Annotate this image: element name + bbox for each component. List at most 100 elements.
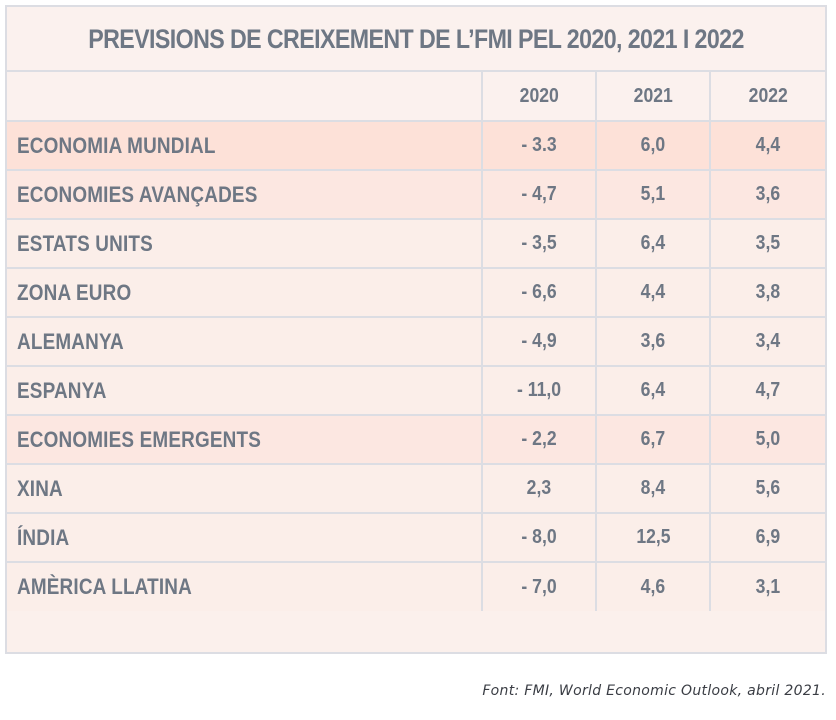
value-cell-2022: 4,4 bbox=[709, 120, 825, 171]
row-label-cell: ECONOMIA MUNDIAL bbox=[7, 120, 483, 171]
table-row: ZONA EURO - 6,6 4,4 3,8 bbox=[7, 267, 825, 318]
value-cell-2020: - 7,0 bbox=[481, 561, 597, 611]
value-cell-2022: 4,7 bbox=[709, 365, 825, 416]
value: 5,6 bbox=[755, 477, 781, 499]
forecast-table-panel: PREVISIONS DE CREIXEMENT DE L’FMI PEL 20… bbox=[5, 5, 827, 654]
value-cell-2021: 4,4 bbox=[595, 267, 711, 318]
table-row: ECONOMIA MUNDIAL - 3.3 6,0 4,4 bbox=[7, 120, 825, 171]
value-cell-2022: 5,0 bbox=[709, 414, 825, 465]
value: 2,3 bbox=[526, 477, 552, 499]
row-label-cell: ESTATS UNITS bbox=[7, 218, 483, 269]
value: 6,9 bbox=[755, 526, 781, 548]
table-row: AMÈRICA LLATINA - 7,0 4,6 3,1 bbox=[7, 561, 825, 611]
value-cell-2021: 6,7 bbox=[595, 414, 711, 465]
value: - 11,0 bbox=[516, 379, 562, 401]
value-cell-2021: 6,0 bbox=[595, 120, 711, 171]
row-label-cell: ALEMANYA bbox=[7, 316, 483, 367]
row-label: ESTATS UNITS bbox=[17, 230, 153, 256]
title-bar: PREVISIONS DE CREIXEMENT DE L’FMI PEL 20… bbox=[7, 7, 825, 72]
table-row: ÍNDIA - 8,0 12,5 6,9 bbox=[7, 512, 825, 563]
value-cell-2020: - 3.3 bbox=[481, 120, 597, 171]
value: 6,7 bbox=[640, 428, 666, 450]
table-row: ECONOMIES EMERGENTS - 2,2 6,7 5,0 bbox=[7, 414, 825, 465]
value: - 3.3 bbox=[521, 134, 557, 156]
value: 3,6 bbox=[640, 330, 666, 352]
row-label-cell: ECONOMIES AVANÇADES bbox=[7, 169, 483, 220]
forecast-table: 2020 2021 2022 ECONOMIA MUNDIAL - 3.3 6,0 4… bbox=[7, 72, 825, 611]
source-note: Font: FMI, World Economic Outlook, abril… bbox=[482, 683, 826, 699]
value: - 8,0 bbox=[521, 526, 557, 548]
value-cell-2021: 6,4 bbox=[595, 365, 711, 416]
value-cell-2020: - 4,9 bbox=[481, 316, 597, 367]
value: - 4,7 bbox=[521, 183, 557, 205]
header-label-cell bbox=[7, 72, 483, 122]
row-label: AMÈRICA LLATINA bbox=[17, 574, 192, 599]
value-cell-2021: 4,6 bbox=[595, 561, 711, 611]
row-label: ECONOMIES AVANÇADES bbox=[17, 181, 258, 207]
value-cell-2022: 3,6 bbox=[709, 169, 825, 220]
value-cell-2020: - 8,0 bbox=[481, 512, 597, 563]
value-cell-2022: 3,5 bbox=[709, 218, 825, 269]
value-cell-2022: 3,4 bbox=[709, 316, 825, 367]
value: 4,4 bbox=[755, 134, 781, 156]
row-label: ÍNDIA bbox=[17, 524, 70, 550]
value-cell-2020: - 2,2 bbox=[481, 414, 597, 465]
value: 6,4 bbox=[640, 379, 666, 401]
value: 3,1 bbox=[755, 575, 781, 598]
header-2020: 2020 bbox=[481, 72, 597, 122]
header-row: 2020 2021 2022 bbox=[7, 72, 825, 122]
value-cell-2020: - 4,7 bbox=[481, 169, 597, 220]
value: 3,4 bbox=[755, 330, 781, 352]
value: 4,6 bbox=[640, 575, 666, 598]
value: - 7,0 bbox=[521, 575, 557, 598]
value: 6,0 bbox=[640, 134, 666, 156]
value: - 4,9 bbox=[521, 330, 557, 352]
row-label-cell: ÍNDIA bbox=[7, 512, 483, 563]
row-label-cell: ESPANYA bbox=[7, 365, 483, 416]
row-label: ZONA EURO bbox=[17, 279, 132, 305]
value-cell-2022: 5,6 bbox=[709, 463, 825, 514]
value: 3,6 bbox=[755, 183, 781, 205]
row-label-cell: AMÈRICA LLATINA bbox=[7, 561, 483, 611]
value-cell-2021: 3,6 bbox=[595, 316, 711, 367]
row-label-cell: ZONA EURO bbox=[7, 267, 483, 318]
row-label-cell: XINA bbox=[7, 463, 483, 514]
value: 5,0 bbox=[755, 428, 781, 450]
value: 4,7 bbox=[755, 379, 781, 401]
header-2022-label: 2022 bbox=[748, 84, 788, 107]
header-2022: 2022 bbox=[709, 72, 825, 122]
row-label: ESPANYA bbox=[17, 377, 107, 403]
header-2021-label: 2021 bbox=[633, 84, 673, 107]
value-cell-2022: 3,1 bbox=[709, 561, 825, 611]
value: - 6,6 bbox=[521, 281, 557, 303]
row-label: ECONOMIES EMERGENTS bbox=[17, 426, 262, 452]
value-cell-2022: 6,9 bbox=[709, 512, 825, 563]
table-row: ECONOMIES AVANÇADES - 4,7 5,1 3,6 bbox=[7, 169, 825, 220]
value: 5,1 bbox=[640, 183, 666, 205]
header-2020-label: 2020 bbox=[519, 84, 559, 107]
row-label: ALEMANYA bbox=[17, 328, 124, 354]
value: 3,8 bbox=[755, 281, 781, 303]
value-cell-2021: 12,5 bbox=[595, 512, 711, 563]
table-row: ESPANYA - 11,0 6,4 4,7 bbox=[7, 365, 825, 416]
value-cell-2020: - 11,0 bbox=[481, 365, 597, 416]
value: 3,5 bbox=[755, 232, 781, 254]
value: 6,4 bbox=[640, 232, 666, 254]
value-cell-2021: 6,4 bbox=[595, 218, 711, 269]
table-row: ALEMANYA - 4,9 3,6 3,4 bbox=[7, 316, 825, 367]
header-2021: 2021 bbox=[595, 72, 711, 122]
value-cell-2021: 5,1 bbox=[595, 169, 711, 220]
row-label: XINA bbox=[17, 475, 63, 501]
value-cell-2020: - 3,5 bbox=[481, 218, 597, 269]
value-cell-2020: - 6,6 bbox=[481, 267, 597, 318]
value: 8,4 bbox=[640, 477, 666, 499]
value: 4,4 bbox=[640, 281, 666, 303]
row-label: ECONOMIA MUNDIAL bbox=[17, 132, 216, 158]
table-row: XINA 2,3 8,4 5,6 bbox=[7, 463, 825, 514]
table-row: ESTATS UNITS - 3,5 6,4 3,5 bbox=[7, 218, 825, 269]
value-cell-2020: 2,3 bbox=[481, 463, 597, 514]
value: - 3,5 bbox=[521, 232, 557, 254]
value-cell-2022: 3,8 bbox=[709, 267, 825, 318]
table-title: PREVISIONS DE CREIXEMENT DE L’FMI PEL 20… bbox=[88, 24, 744, 54]
value: 12,5 bbox=[635, 526, 671, 548]
